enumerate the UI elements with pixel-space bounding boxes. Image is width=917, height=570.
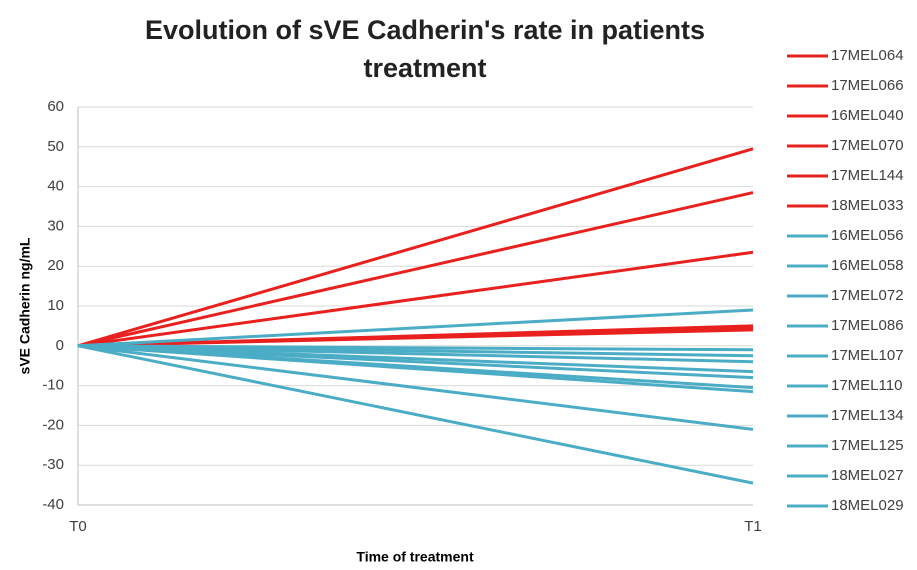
series-line bbox=[77, 328, 754, 348]
legend-label: 18MEL033 bbox=[831, 197, 904, 214]
y-tick-label: 20 bbox=[47, 257, 64, 274]
series-line bbox=[77, 191, 754, 348]
y-tick-label: -40 bbox=[42, 496, 64, 513]
series-line bbox=[77, 344, 754, 364]
legend-label: 16MEL040 bbox=[831, 107, 904, 124]
legend-label: 17MEL072 bbox=[831, 287, 904, 304]
x-tick-label: T1 bbox=[744, 518, 762, 535]
legend-label: 17MEL144 bbox=[831, 167, 904, 184]
x-tick-label: T0 bbox=[69, 518, 87, 535]
x-axis-label: Time of treatment bbox=[356, 549, 474, 565]
y-axis-label: sVE Cadherin ng/mL bbox=[17, 237, 33, 374]
y-tick-label: 60 bbox=[47, 98, 64, 115]
legend-label: 17MEL086 bbox=[831, 317, 904, 334]
chart-title: treatment bbox=[363, 53, 486, 83]
y-tick-label: 30 bbox=[47, 217, 64, 234]
y-tick-label: 40 bbox=[47, 178, 64, 195]
legend-label: 17MEL110 bbox=[831, 377, 902, 394]
legend-label: 18MEL027 bbox=[831, 467, 904, 484]
series-line bbox=[77, 308, 754, 348]
legend-label: 16MEL056 bbox=[831, 227, 904, 244]
y-tick-label: -30 bbox=[42, 456, 64, 473]
y-tick-label: 0 bbox=[56, 337, 64, 354]
series-line bbox=[77, 250, 754, 348]
series-line bbox=[77, 344, 754, 380]
legend-label: 17MEL070 bbox=[831, 137, 904, 154]
legend-label: 17MEL125 bbox=[831, 437, 904, 454]
series-line bbox=[77, 344, 754, 394]
series-line bbox=[77, 344, 754, 485]
legend-label: 17MEL064 bbox=[831, 47, 904, 64]
y-tick-label: -20 bbox=[42, 416, 64, 433]
y-tick-label: -10 bbox=[42, 377, 64, 394]
series-line bbox=[77, 147, 754, 348]
legend-label: 18MEL029 bbox=[831, 497, 904, 514]
legend-label: 17MEL107 bbox=[831, 347, 904, 364]
legend-label: 17MEL134 bbox=[831, 407, 904, 424]
series-line bbox=[77, 344, 754, 431]
chart-title: Evolution of sVE Cadherin's rate in pati… bbox=[145, 15, 705, 45]
y-tick-label: 10 bbox=[47, 297, 64, 314]
legend-label: 16MEL058 bbox=[831, 257, 904, 274]
legend-label: 17MEL066 bbox=[831, 77, 904, 94]
y-tick-label: 50 bbox=[47, 138, 64, 155]
